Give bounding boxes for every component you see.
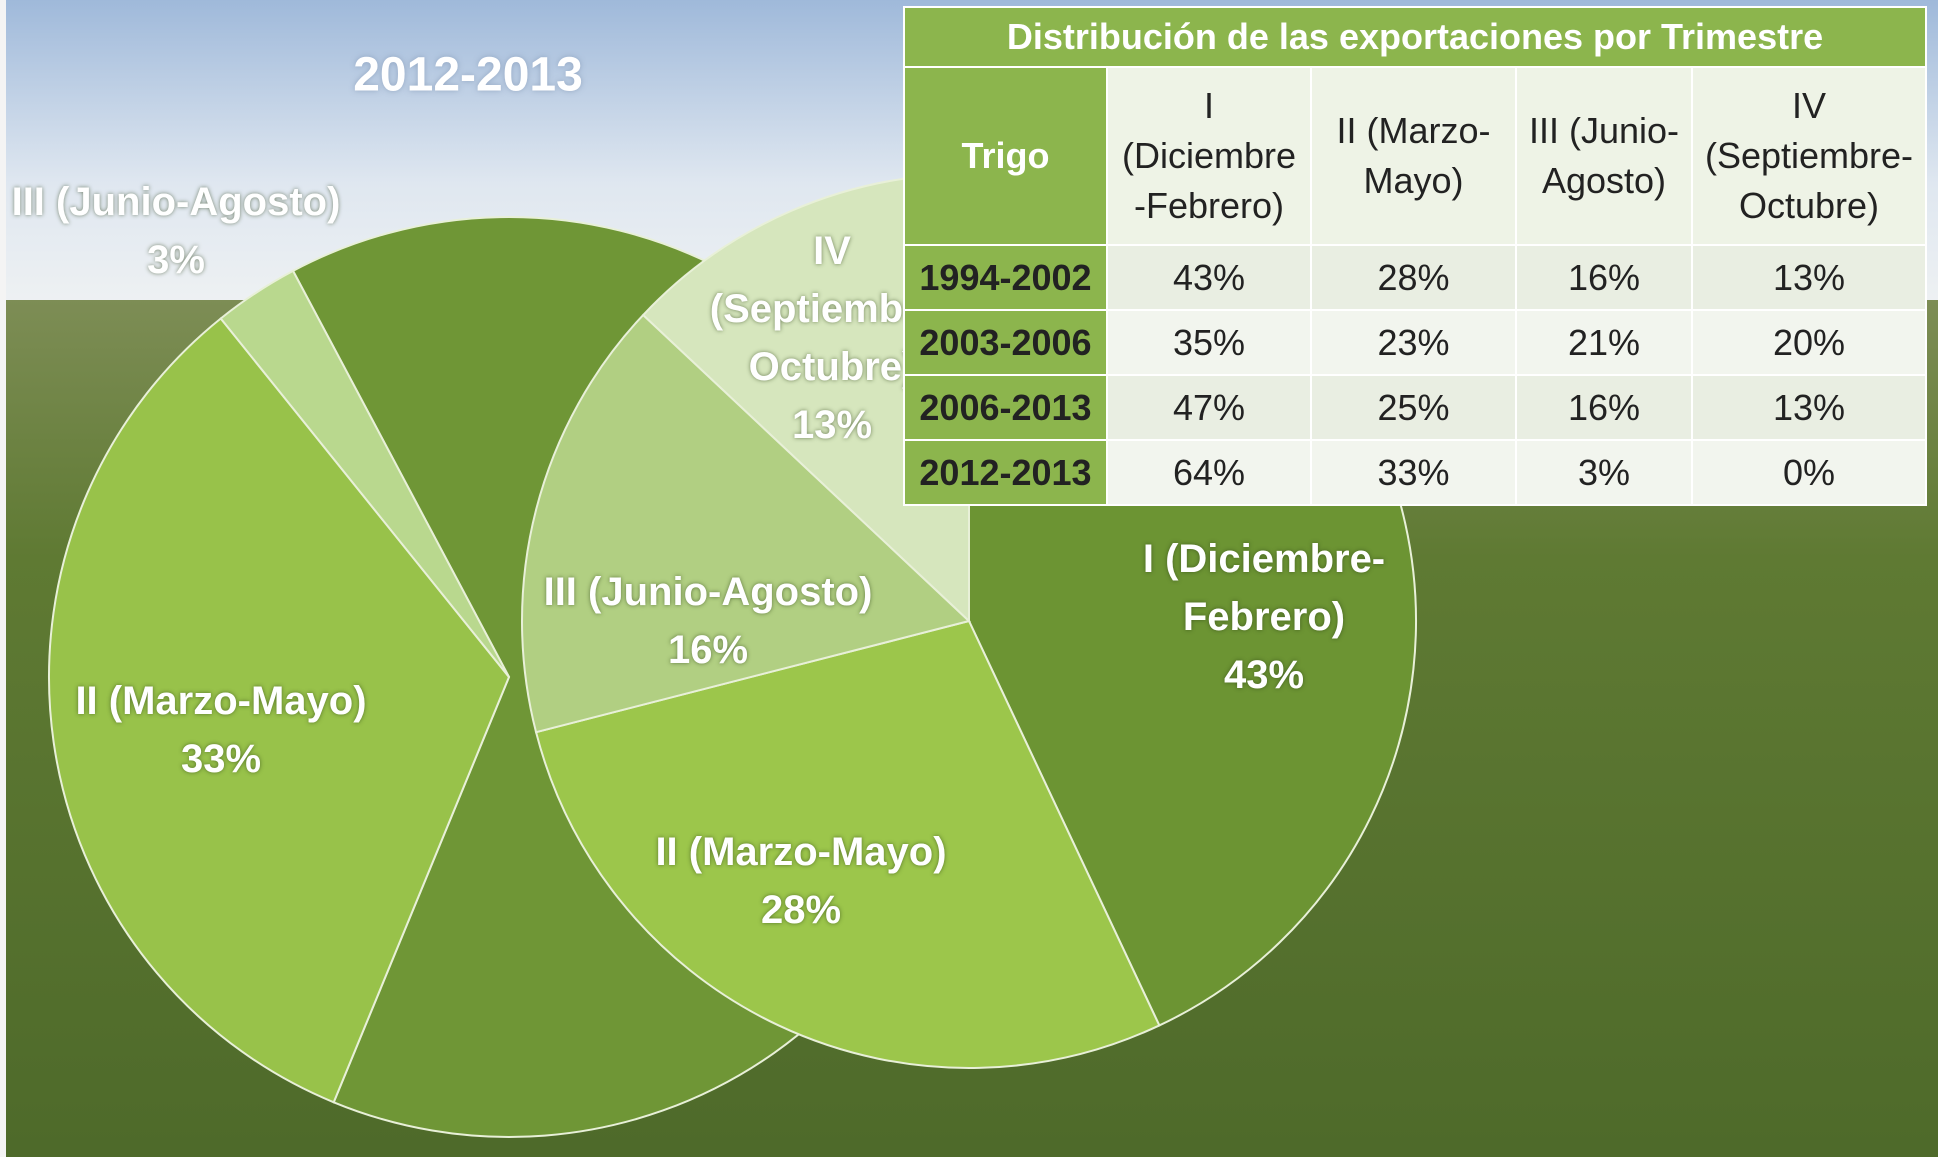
table-title: Distribución de las exportaciones por Tr…: [904, 7, 1926, 67]
value-label: 28%: [591, 881, 1011, 939]
value-label: 43%: [1129, 646, 1399, 704]
data-label: I (Diciembre-Febrero)43%: [1129, 530, 1399, 704]
table-cell: 13%: [1692, 245, 1926, 310]
table-cell: 25%: [1311, 375, 1516, 440]
table-cell: 16%: [1516, 245, 1692, 310]
table-cell: 13%: [1692, 375, 1926, 440]
table-cell: 33%: [1311, 440, 1516, 505]
row-header: 2003-2006: [904, 310, 1107, 375]
row-header: 2012-2013: [904, 440, 1107, 505]
category-label: II (Marzo-Mayo): [11, 672, 431, 730]
value-label: 16%: [498, 621, 918, 679]
column-header: IV (Septiembre-Octubre): [1692, 67, 1926, 245]
data-label: II (Marzo-Mayo)33%: [11, 672, 431, 788]
table-cell: 20%: [1692, 310, 1926, 375]
row-header: 1994-2002: [904, 245, 1107, 310]
category-label: III (Junio-Agosto): [0, 173, 376, 231]
table-row: Distribución de las exportaciones por Tr…: [904, 7, 1926, 67]
data-label: III (Junio-Agosto)16%: [498, 563, 918, 679]
value-label: 3%: [0, 231, 376, 289]
value-label: 33%: [11, 730, 431, 788]
category-label: III (Junio-Agosto): [498, 563, 918, 621]
table: Distribución de las exportaciones por Tr…: [903, 6, 1927, 506]
table-cell: 47%: [1107, 375, 1311, 440]
table-cell: 43%: [1107, 245, 1311, 310]
category-label: I (Diciembre-Febrero): [1129, 530, 1399, 646]
column-header: I (Diciembre -Febrero): [1107, 67, 1311, 245]
data-label: III (Junio-Agosto)3%: [0, 173, 376, 289]
column-header: II (Marzo-Mayo): [1311, 67, 1516, 245]
column-header: Trigo: [904, 67, 1107, 245]
row-header: 2006-2013: [904, 375, 1107, 440]
table-cell: 64%: [1107, 440, 1311, 505]
table-cell: 0%: [1692, 440, 1926, 505]
table-cell: 21%: [1516, 310, 1692, 375]
table-cell: 23%: [1311, 310, 1516, 375]
data-label: II (Marzo-Mayo)28%: [591, 823, 1011, 939]
table-cell: 28%: [1311, 245, 1516, 310]
table-cell: 3%: [1516, 440, 1692, 505]
table-cell: 35%: [1107, 310, 1311, 375]
column-header: III (Junio-Agosto): [1516, 67, 1692, 245]
chart-title: 2012-2013: [353, 48, 583, 103]
table-cell: 16%: [1516, 375, 1692, 440]
slide: 2012-2013II (Marzo-Mayo)33%III (Junio-Ag…: [0, 0, 1938, 1157]
category-label: II (Marzo-Mayo): [591, 823, 1011, 881]
